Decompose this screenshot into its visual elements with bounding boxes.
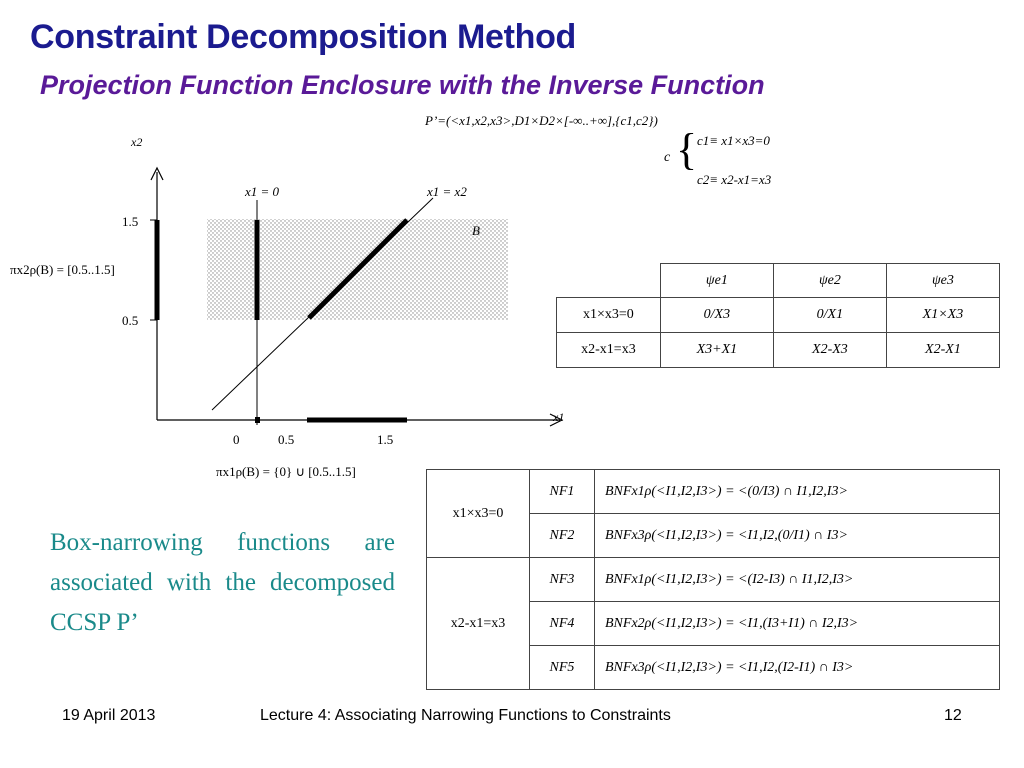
table-row: x1×x3=0 0/X3 0/X1 X1×X3 — [556, 297, 1001, 333]
constraint-brace: { — [676, 125, 698, 174]
y-axis-label: x2 — [131, 135, 143, 149]
table-cell: X3+X1 — [659, 332, 774, 368]
table-row: x1×x3=0 NF1 BNFx1ρ(<I1,I2,I3>) = <(0/I3)… — [426, 469, 1000, 558]
constraint-c1: c1≡ x1×x3=0 — [697, 133, 770, 148]
footer-date: 19 April 2013 — [62, 707, 156, 724]
table-cell: 0/X3 — [659, 297, 774, 333]
box-intersection-diagonal — [307, 218, 409, 320]
box-b — [207, 219, 508, 320]
problem-definition: P’=(<x1,x2,x3>,D1×D2×[-∞..+∞],{c1,c2}) — [425, 113, 658, 129]
table-row: x2-x1=x3 X3+X1 X2-X3 X2-X1 — [556, 332, 1001, 368]
narrowing-function-table: x1×x3=0 NF1 BNFx1ρ(<I1,I2,I3>) = <(0/I3)… — [426, 469, 1000, 690]
corner-cell — [556, 263, 661, 298]
nf-definition: BNFx1ρ(<I1,I2,I3>) = <(0/I3) ∩ I1,I2,I3> — [594, 469, 1000, 514]
group-constraint: x1×x3=0 — [426, 469, 530, 558]
inverse-function-table: ψe1 ψe2 ψe3 x1×x3=0 0/X3 0/X1 X1×X3 x2-x… — [556, 263, 1001, 368]
footer-lecture: Lecture 4: Associating Narrowing Functio… — [260, 707, 671, 724]
constraint-c-label: c — [664, 150, 671, 165]
table-row: NF4 BNFx2ρ(<I1,I2,I3>) = <I1,(I3+I1) ∩ I… — [427, 601, 1000, 646]
footer-page-number: 12 — [944, 707, 962, 724]
nf-label: NF3 — [529, 557, 595, 602]
label-x1-equals-x2: x1 = x2 — [427, 184, 467, 199]
header-psi-e1: ψe1 — [659, 263, 774, 298]
x-axis-label: x1 — [553, 410, 565, 424]
table-row: NF5 BNFx3ρ(<I1,I2,I3>) = <I1,I2,(I2-I1) … — [427, 645, 1000, 690]
table-cell: X2-X1 — [885, 332, 1001, 368]
nf-definition: BNFx2ρ(<I1,I2,I3>) = <I1,(I3+I1) ∩ I2,I3… — [594, 601, 1000, 646]
line-x1-equals-x2 — [211, 197, 434, 411]
x-tick-label-1-5: 1.5 — [377, 432, 394, 447]
table-cell: 0/X1 — [772, 297, 887, 333]
table-cell: X1×X3 — [885, 297, 1001, 333]
y-tick-label-0-5: 0.5 — [122, 313, 139, 328]
row-constraint: x1×x3=0 — [556, 297, 661, 333]
nf-label: NF2 — [529, 513, 595, 558]
table-cell: X2-X3 — [772, 332, 887, 368]
table-row: NF2 BNFx3ρ(<I1,I2,I3>) = <I1,I2,(0/I1) ∩… — [427, 513, 1000, 558]
constraint-c2: c2≡ x2-x1=x3 — [697, 172, 772, 187]
proj-x-label: πx1ρ(B) = {0} ∪ [0.5..1.5] — [216, 464, 356, 479]
table-row: x2-x1=x3 NF3 BNFx1ρ(<I1,I2,I3>) = <(I2-I… — [426, 557, 1000, 690]
slide-subtitle: Projection Function Enclosure with the I… — [40, 70, 765, 100]
nf-label: NF5 — [529, 645, 595, 690]
group-constraint: x2-x1=x3 — [426, 557, 530, 690]
slide-title: Constraint Decomposition Method — [30, 18, 577, 56]
x-tick-label-0: 0 — [233, 432, 240, 447]
box-b-label: B — [472, 223, 480, 238]
nf-label: NF1 — [529, 469, 595, 514]
x-tick-label-0-5: 0.5 — [278, 432, 295, 447]
y-tick-label-1-5: 1.5 — [122, 214, 139, 229]
nf-label: NF4 — [529, 601, 595, 646]
row-constraint: x2-x1=x3 — [556, 332, 661, 368]
y-axis-arrow — [150, 166, 164, 181]
proj-y-label: πx2ρ(B) = [0.5..1.5] — [10, 262, 115, 277]
nf-definition: BNFx3ρ(<I1,I2,I3>) = <I1,I2,(I2-I1) ∩ I3… — [594, 645, 1000, 690]
header-psi-e3: ψe3 — [885, 263, 1001, 298]
header-psi-e2: ψe2 — [772, 263, 887, 298]
proj-x-point — [255, 417, 260, 423]
label-x1-equals-0: x1 = 0 — [245, 184, 280, 199]
caption-text: Box-narrowing functions are associated w… — [50, 529, 395, 636]
p-definition-text: P’=(<x1,x2,x3>,D1×D2×[-∞..+∞],{c1,c2}) — [425, 113, 658, 128]
nf-definition: BNFx3ρ(<I1,I2,I3>) = <I1,I2,(0/I1) ∩ I3> — [594, 513, 1000, 558]
nf-definition: BNFx1ρ(<I1,I2,I3>) = <(I2-I3) ∩ I1,I2,I3… — [594, 557, 1000, 602]
